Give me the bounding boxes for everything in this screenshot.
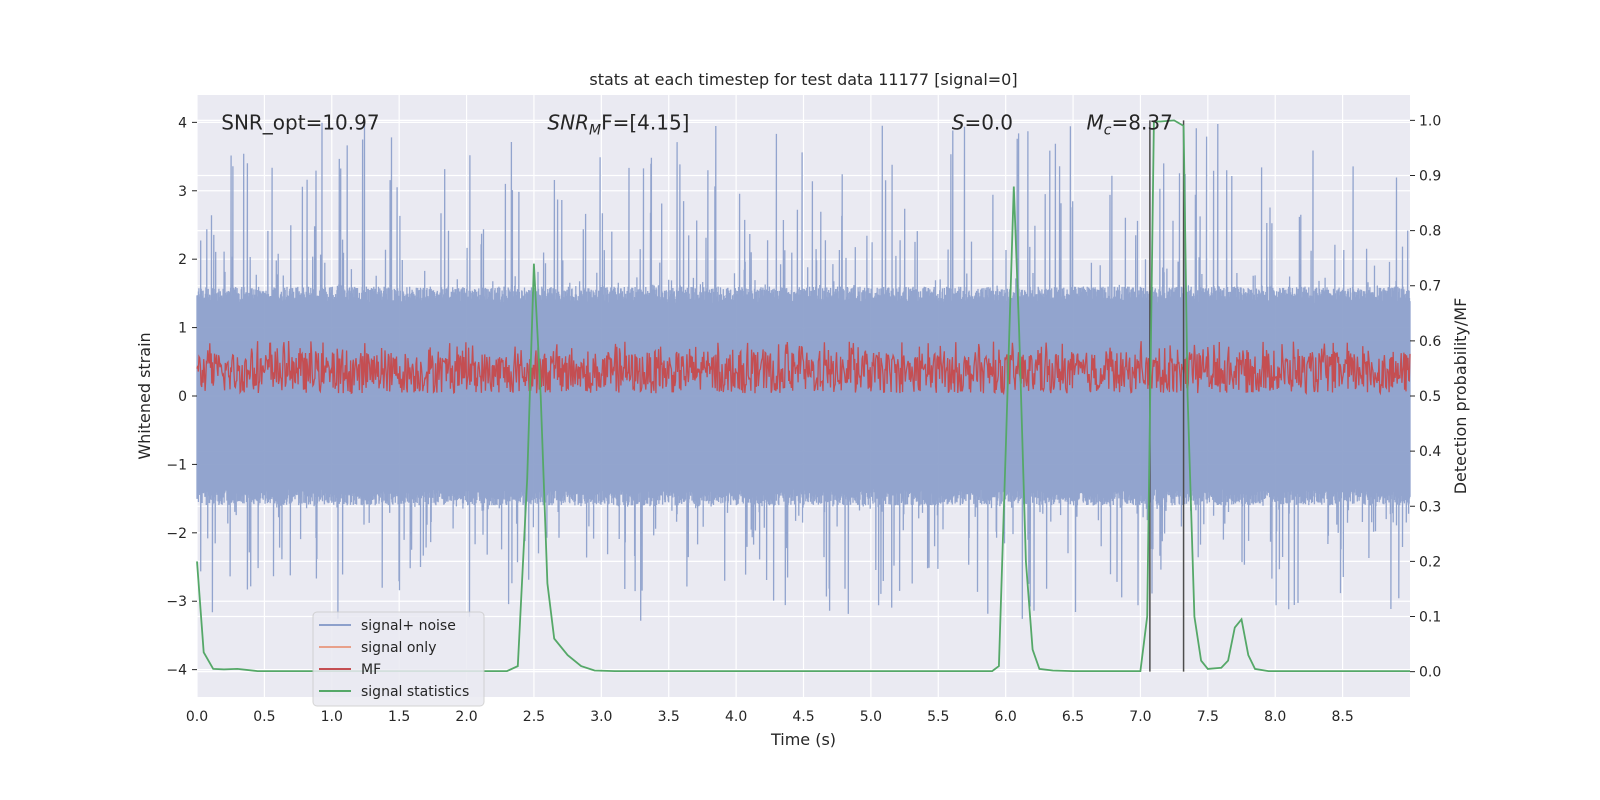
chart-title: stats at each timestep for test data 111… xyxy=(589,70,1017,89)
x-tick-label: 4.5 xyxy=(792,709,814,725)
y2-tick-label: 0.4 xyxy=(1419,444,1441,460)
x-tick-label: 1.5 xyxy=(388,709,410,725)
x-tick-label: 4.0 xyxy=(725,709,747,725)
y-tick-label: 3 xyxy=(178,184,187,200)
x-tick-label: 2.0 xyxy=(455,709,477,725)
x-tick-label: 3.0 xyxy=(590,709,612,725)
y2-tick-label: 0.3 xyxy=(1419,499,1441,515)
x-tick-label: 5.5 xyxy=(927,709,949,725)
legend-label: MF xyxy=(361,662,381,678)
x-tick-label: 6.5 xyxy=(1062,709,1084,725)
y-tick-label: −1 xyxy=(166,457,187,473)
annotation-snr-opt: SNR_opt=10.97 xyxy=(221,110,379,134)
y2-tick-label: 0.6 xyxy=(1419,334,1441,350)
legend-label: signal statistics xyxy=(361,684,469,700)
annotation-value: F=[4.15] xyxy=(601,110,689,134)
x-tick-label: 8.5 xyxy=(1331,709,1353,725)
x-tick-label: 3.5 xyxy=(658,709,680,725)
annotation-main: SNR xyxy=(547,110,589,134)
annotation-main: SNR_opt=10.97 xyxy=(221,110,379,134)
y-tick-label: −2 xyxy=(166,526,187,542)
x-axis-ticks: 0.0 0.5 1.0 1.5 2.0 2.5 3.0 3.5 4.0 4.5 5.0 5.5 6.0 6… xyxy=(186,709,1354,725)
legend-label: signal+ noise xyxy=(361,618,456,634)
signal-noise-line xyxy=(196,122,1411,621)
legend-box xyxy=(312,611,485,707)
x-tick-label: 6.0 xyxy=(995,709,1017,725)
y-axis-label: Whitened strain xyxy=(135,332,154,459)
y-tick-label: 4 xyxy=(178,115,187,131)
x-tick-label: 0.0 xyxy=(186,709,208,725)
y2-tick-label: 0.0 xyxy=(1419,665,1441,681)
series-signal-statistics xyxy=(196,119,1410,672)
x-tick-label: 1.0 xyxy=(321,709,343,725)
signal-statistics-line xyxy=(196,119,1410,672)
annotation-main: S xyxy=(952,110,965,134)
x-tick-label: 7.5 xyxy=(1197,709,1219,725)
y-axis-ticks: 4 3 2 1 0 −1 −2 −3 −4 xyxy=(166,115,197,679)
y2-tick-label: 0.8 xyxy=(1419,224,1441,240)
annotation-mc-value: Mc=8.37 xyxy=(1087,110,1173,138)
y2-tick-label: 0.2 xyxy=(1419,554,1441,570)
y-tick-label: 1 xyxy=(178,321,187,337)
series-mf xyxy=(196,340,1411,396)
y-tick-label: 2 xyxy=(178,252,187,268)
annotation-subscript: c xyxy=(1104,122,1112,138)
annotation-value: =8.37 xyxy=(1112,110,1173,134)
y-tick-label: −3 xyxy=(166,594,187,610)
annotations: SNR_opt=10.97 SNRMF=[4.15] S=0.0 Mc=8.37 xyxy=(221,110,1173,138)
annotation-s-value: S=0.0 xyxy=(952,110,1013,134)
y2-tick-label: 1.0 xyxy=(1419,113,1441,129)
y-tick-label: 0 xyxy=(178,389,187,405)
y2-axis-ticks: 1.0 0.9 0.8 0.7 0.6 0.5 0.4 0.3 0.2 0.1 0.0 xyxy=(1410,113,1441,681)
x-tick-label: 5.0 xyxy=(860,709,882,725)
x-tick-label: 8.0 xyxy=(1264,709,1286,725)
annotation-subscript: M xyxy=(589,122,601,138)
legend: signal+ noise signal only MF signal statist… xyxy=(312,611,485,707)
legend-label: signal only xyxy=(361,640,436,656)
y2-axis-label: Detection probability/MF xyxy=(1451,298,1470,495)
y2-tick-label: 0.5 xyxy=(1419,389,1441,405)
x-tick-label: 0.5 xyxy=(253,709,275,725)
x-axis-label: Time (s) xyxy=(770,730,836,749)
y2-tick-label: 0.7 xyxy=(1419,279,1441,295)
mf-line xyxy=(196,340,1411,396)
annotation-snr-mf: SNRMF=[4.15] xyxy=(547,110,689,138)
series-signal-noise xyxy=(196,122,1411,621)
annotation-value: =0.0 xyxy=(964,110,1013,134)
x-tick-label: 7.0 xyxy=(1129,709,1151,725)
annotation-main: M xyxy=(1087,110,1104,134)
y-tick-label: −4 xyxy=(166,663,187,679)
y2-tick-label: 0.1 xyxy=(1419,610,1441,626)
y2-tick-label: 0.9 xyxy=(1419,168,1441,184)
x-tick-label: 2.5 xyxy=(523,709,545,725)
